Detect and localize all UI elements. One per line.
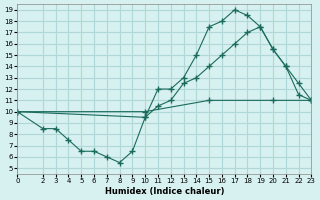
X-axis label: Humidex (Indice chaleur): Humidex (Indice chaleur) [105, 187, 224, 196]
